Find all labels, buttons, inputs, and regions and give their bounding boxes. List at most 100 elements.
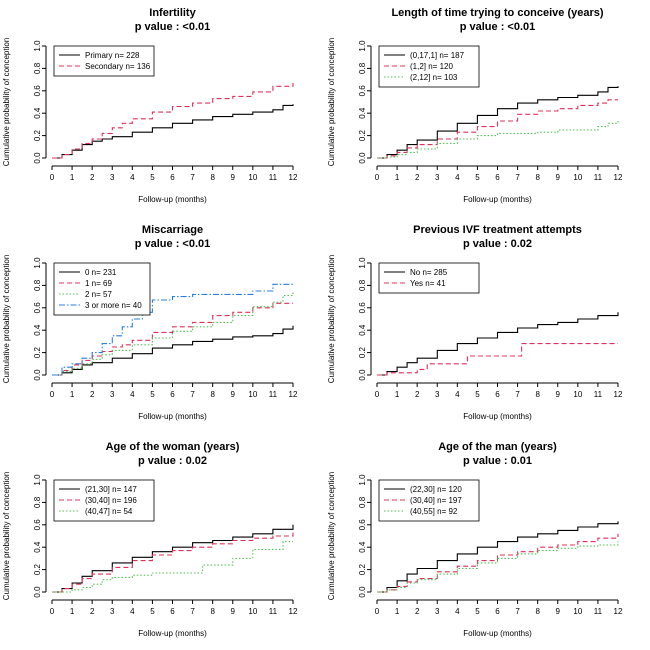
y-tick-label: 1.0	[33, 257, 42, 269]
x-tick-label: 3	[110, 173, 115, 182]
survival-curve-series-1	[52, 524, 294, 593]
y-tick-label: 0.2	[33, 346, 42, 358]
y-tick-label: 0.0	[33, 586, 42, 598]
x-tick-label: 0	[50, 607, 55, 616]
x-tick-label: 9	[556, 390, 561, 399]
legend-box	[53, 45, 155, 77]
y-axis-label: Cumulative probability of conception	[2, 255, 11, 384]
x-tick-label: 8	[535, 607, 540, 616]
x-tick-label: 1	[70, 173, 75, 182]
x-tick-label: 9	[231, 173, 236, 182]
survival-curve-series-1	[377, 312, 619, 376]
x-tick-label: 3	[110, 390, 115, 399]
x-tick-label: 4	[455, 173, 460, 182]
x-tick-label: 4	[130, 607, 135, 616]
x-tick-label: 2	[415, 607, 420, 616]
x-tick-label: 7	[515, 173, 520, 182]
x-tick-label: 12	[289, 173, 298, 182]
panel-pvalue: p value : 0.02	[463, 238, 532, 250]
survival-curve-series-3	[52, 292, 294, 376]
km-panel-6: Age of the man (years) p value : 0.01 0.0 0…	[327, 441, 623, 638]
panel-title: Age of the woman (years)	[106, 441, 240, 453]
x-tick-label: 5	[150, 390, 155, 399]
km-panel-4: Previous IVF treatment attempts p value :…	[327, 224, 623, 421]
x-tick-label: 2	[415, 173, 420, 182]
y-tick-label: 0.0	[358, 586, 367, 598]
legend-label: (30,40] n= 197	[410, 496, 462, 505]
y-tick-label: 1.0	[33, 40, 42, 52]
x-axis-label: Follow-up (months)	[463, 412, 532, 421]
x-tick-label: 3	[435, 173, 440, 182]
y-axis-label: Cumulative probability of conception	[2, 38, 11, 167]
y-tick-label: 1.0	[358, 257, 367, 269]
x-tick-label: 5	[475, 173, 480, 182]
x-tick-label: 3	[435, 607, 440, 616]
x-tick-label: 0	[375, 173, 380, 182]
legend-label: Secondary n= 136	[85, 62, 151, 71]
x-tick-label: 9	[556, 173, 561, 182]
y-tick-label: 0.4	[33, 107, 42, 119]
legend-box	[378, 262, 480, 294]
x-tick-label: 12	[614, 607, 623, 616]
y-tick-label: 0.8	[358, 62, 367, 74]
y-tick-label: 0.0	[33, 152, 42, 164]
x-tick-label: 1	[70, 390, 75, 399]
x-tick-label: 9	[231, 390, 236, 399]
panel-pvalue: p value : 0.02	[138, 455, 207, 467]
legend-label: (1,2] n= 120	[410, 62, 453, 71]
x-tick-label: 4	[455, 390, 460, 399]
y-tick-label: 0.2	[358, 129, 367, 141]
y-tick-label: 0.4	[33, 324, 42, 336]
y-tick-label: 0.4	[33, 541, 42, 553]
x-tick-label: 0	[375, 390, 380, 399]
legend-label: (0,17,1] n= 187	[410, 51, 465, 60]
y-tick-label: 1.0	[358, 40, 367, 52]
x-tick-label: 7	[515, 390, 520, 399]
y-tick-label: 0.8	[33, 279, 42, 291]
y-tick-label: 0.2	[358, 346, 367, 358]
x-tick-label: 6	[495, 390, 500, 399]
y-tick-label: 0.4	[358, 541, 367, 553]
x-tick-label: 6	[495, 607, 500, 616]
y-tick-label: 0.8	[33, 496, 42, 508]
x-tick-label: 1	[395, 607, 400, 616]
x-tick-label: 10	[248, 607, 257, 616]
x-tick-label: 3	[110, 607, 115, 616]
x-axis-label: Follow-up (months)	[138, 629, 207, 638]
x-tick-label: 1	[395, 390, 400, 399]
x-tick-label: 10	[573, 390, 582, 399]
x-tick-label: 12	[614, 173, 623, 182]
legend-label: 0 n= 231	[85, 268, 117, 277]
km-panel-5: Age of the woman (years) p value : 0.02 0.…	[2, 441, 298, 638]
x-tick-label: 5	[150, 607, 155, 616]
survival-curve-series-4	[52, 283, 293, 376]
x-tick-label: 10	[248, 173, 257, 182]
x-tick-label: 11	[594, 173, 603, 182]
x-tick-label: 0	[50, 390, 55, 399]
x-tick-label: 10	[573, 173, 582, 182]
panel-title: Previous IVF treatment attempts	[413, 224, 582, 236]
x-tick-label: 11	[269, 390, 278, 399]
x-axis-label: Follow-up (months)	[138, 412, 207, 421]
legend: 0 n= 231 1 n= 69 2 n= 57 3 or more n= 40	[53, 262, 151, 316]
x-axis-label: Follow-up (months)	[463, 629, 532, 638]
legend-label: No n= 285	[410, 268, 448, 277]
x-tick-label: 8	[210, 390, 215, 399]
y-tick-label: 0.0	[33, 369, 42, 381]
x-tick-label: 11	[594, 607, 603, 616]
y-tick-label: 0.6	[358, 519, 367, 531]
x-tick-label: 11	[269, 173, 278, 182]
survival-curve-series-2	[377, 343, 618, 376]
legend: (22,30] n= 120 (30,40] n= 197 (40,55] n= 9…	[378, 479, 480, 522]
panel-title: Age of the man (years)	[438, 441, 557, 453]
y-axis-label: Cumulative probability of conception	[327, 255, 336, 384]
x-tick-label: 6	[495, 173, 500, 182]
x-tick-label: 0	[50, 173, 55, 182]
panel-pvalue: p value : <0.01	[135, 21, 211, 33]
legend-label: (40,47] n= 54	[85, 507, 133, 516]
legend-label: Primary n= 228	[85, 51, 140, 60]
legend-label: 2 n= 57	[85, 290, 112, 299]
survival-curve-series-3	[377, 541, 619, 593]
legend: Primary n= 228 Secondary n= 136	[53, 45, 155, 77]
panel-pvalue: p value : <0.01	[135, 238, 211, 250]
